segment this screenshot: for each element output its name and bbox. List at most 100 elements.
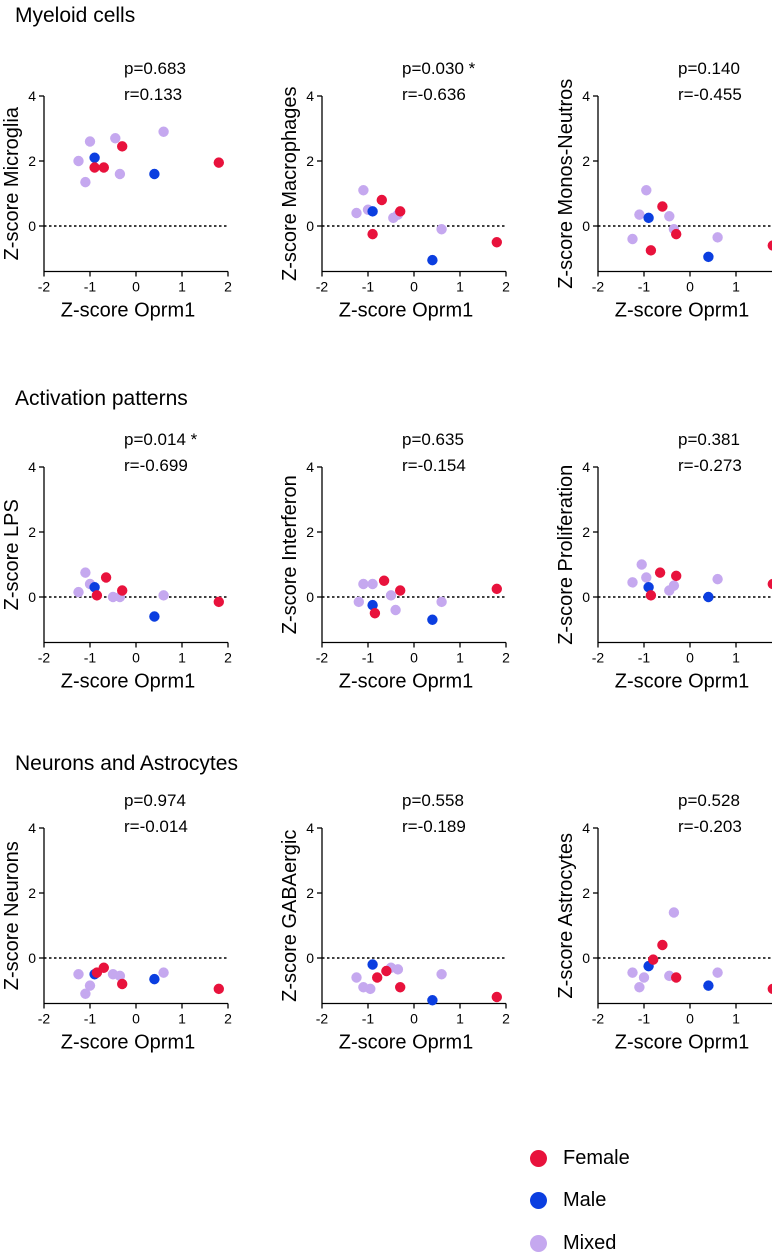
p-value-label: p=0.381 xyxy=(678,430,740,449)
x-axis-label: Z-score Oprm1 xyxy=(615,671,749,693)
data-point-female xyxy=(89,162,100,173)
data-point-mixed xyxy=(358,578,369,590)
y-tick-label: 2 xyxy=(28,153,36,169)
r-value-label: r=-0.189 xyxy=(402,817,466,836)
x-tick-label: -2 xyxy=(592,279,605,295)
x-tick-label: 2 xyxy=(224,279,232,295)
legend-label-mixed: Mixed xyxy=(563,1231,617,1254)
data-point-mixed xyxy=(712,232,723,243)
y-axis-label: Z-score GABAergic xyxy=(279,830,301,1002)
y-tick-label: 0 xyxy=(28,950,36,966)
y-tick-label: 4 xyxy=(28,459,36,475)
r-value-label: r=-0.455 xyxy=(678,85,742,104)
data-point-male xyxy=(89,152,100,163)
r-value-label: r=-0.154 xyxy=(402,456,466,475)
data-point-female xyxy=(369,608,381,619)
data-point-mixed xyxy=(392,964,404,975)
x-tick-label: 2 xyxy=(502,650,510,666)
x-tick-label: -2 xyxy=(316,650,329,666)
y-tick-label: 0 xyxy=(582,950,590,966)
y-tick-label: 2 xyxy=(306,524,314,540)
legend-label-female: Female xyxy=(563,1146,630,1169)
p-value-label: p=0.030 * xyxy=(402,59,476,78)
data-point-mixed xyxy=(436,969,447,980)
x-tick-label: 1 xyxy=(178,650,186,666)
y-axis-label: Z-score Macrophages xyxy=(279,86,301,281)
p-value-label: p=0.683 xyxy=(124,59,186,78)
data-point-male xyxy=(703,591,714,603)
x-tick-label: 0 xyxy=(410,279,418,295)
r-value-label: r=-0.273 xyxy=(678,456,742,475)
y-axis-label: Z-score LPS xyxy=(1,499,23,610)
y-tick-label: 2 xyxy=(582,524,590,540)
x-tick-label: 2 xyxy=(502,279,510,295)
x-tick-label: -1 xyxy=(362,1011,375,1027)
y-tick-label: 0 xyxy=(28,589,36,605)
y-axis-label: Z-score Monos-Neutros xyxy=(555,79,577,289)
y-tick-label: 4 xyxy=(582,820,590,836)
data-point-female xyxy=(381,965,392,977)
data-point-female xyxy=(657,939,668,951)
data-point-male xyxy=(367,959,378,970)
x-tick-label: -2 xyxy=(38,650,51,666)
x-axis-label: Z-score Oprm1 xyxy=(61,1032,195,1054)
data-point-male xyxy=(643,582,654,593)
data-point-male xyxy=(149,611,160,622)
data-point-mixed xyxy=(436,224,447,235)
x-tick-label: 2 xyxy=(502,1011,510,1027)
x-tick-label: -1 xyxy=(84,650,97,666)
y-tick-label: 4 xyxy=(306,459,314,475)
data-point-mixed xyxy=(627,577,638,588)
data-point-female xyxy=(767,983,772,995)
scatter-panel-2: 0 2 4 -2 -1 0 1 2 Z-score Oprm1 Z-score Macrophag… xyxy=(279,59,510,322)
x-axis-label: Z-score Oprm1 xyxy=(61,300,195,322)
legend-item-mixed: Mixed xyxy=(530,1230,616,1256)
data-point-female xyxy=(91,590,103,601)
y-tick-label: 2 xyxy=(28,885,36,901)
data-point-mixed xyxy=(641,572,652,583)
data-point-female xyxy=(213,157,224,168)
y-tick-label: 2 xyxy=(28,524,36,540)
x-tick-label: 1 xyxy=(178,279,186,295)
p-value-label: p=0.014 * xyxy=(124,430,198,449)
y-axis-label: Z-score Microglia xyxy=(1,106,23,260)
data-point-female xyxy=(767,240,772,251)
data-point-male xyxy=(643,212,654,224)
x-axis-label: Z-score Oprm1 xyxy=(339,300,473,322)
r-value-label: r=-0.699 xyxy=(124,456,188,475)
legend-label-male: Male xyxy=(563,1188,607,1211)
data-point-mixed xyxy=(80,988,91,999)
data-point-mixed xyxy=(367,578,378,590)
data-point-mixed xyxy=(712,967,723,978)
data-point-female xyxy=(657,201,668,212)
data-point-mixed xyxy=(641,185,652,196)
x-tick-label: -2 xyxy=(38,279,51,295)
data-point-female xyxy=(491,991,502,1003)
data-point-female xyxy=(100,572,112,583)
x-tick-label: -2 xyxy=(592,650,605,666)
x-tick-label: 0 xyxy=(686,650,694,666)
scatter-panel-8: 0 2 4 -2 -1 0 1 2 Z-score Oprm1 Z-score GABAergic… xyxy=(279,791,510,1054)
data-point-female xyxy=(117,978,128,990)
data-point-mixed xyxy=(114,970,126,982)
data-point-mixed xyxy=(84,136,96,147)
data-point-female xyxy=(395,585,406,596)
p-value-label: p=0.974 xyxy=(124,791,186,810)
data-point-female xyxy=(645,590,657,601)
data-point-male xyxy=(149,168,160,180)
x-tick-label: 1 xyxy=(456,650,464,666)
y-tick-label: 2 xyxy=(306,153,314,169)
data-point-mixed xyxy=(627,233,638,245)
data-point-mixed xyxy=(668,907,680,918)
x-tick-label: 0 xyxy=(410,650,418,666)
x-tick-label: 0 xyxy=(132,1011,140,1027)
x-tick-label: -1 xyxy=(84,1011,97,1027)
x-tick-label: 1 xyxy=(732,650,740,666)
x-tick-label: 1 xyxy=(456,1011,464,1027)
x-tick-label: 0 xyxy=(410,1011,418,1027)
y-tick-label: 0 xyxy=(306,218,314,234)
data-point-mixed xyxy=(627,967,638,978)
